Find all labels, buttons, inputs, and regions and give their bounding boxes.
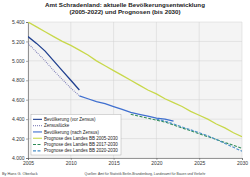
lines xyxy=(28,22,242,151)
legend-label: Prognose des Landes BB 2005-2030 xyxy=(44,136,118,141)
legend-label: Prognose des Landes BB 2017-2030 xyxy=(44,142,118,147)
tick-mark xyxy=(26,139,28,140)
tick-label: 5.200 xyxy=(12,39,25,45)
grid-line-y xyxy=(28,22,242,23)
tick-label: 2015 xyxy=(109,160,120,166)
x-axis: 2005 2010 2015 2020 2025 2030 xyxy=(23,158,248,166)
chart-title: Amt Schradenland: aktuelle Bevölkerungse… xyxy=(45,1,205,15)
series-line xyxy=(28,37,79,90)
tick: 4.200 xyxy=(12,136,28,142)
tick-label: 4.600 xyxy=(12,97,25,103)
series-line xyxy=(28,43,79,95)
tick-label: 2010 xyxy=(66,160,77,166)
tick-mark xyxy=(26,100,28,101)
tick: 5.000 xyxy=(12,58,28,64)
tick: 4.600 xyxy=(12,97,28,103)
tick-label: 4.200 xyxy=(12,136,25,142)
legend-label: Bevölkerung (nach Zensus) xyxy=(44,130,100,135)
tick: 2005 xyxy=(23,158,34,166)
tick: 5.200 xyxy=(12,39,28,45)
plot-background xyxy=(28,22,242,158)
grid-line-x xyxy=(156,22,157,158)
source-note: Quellen: Amt für Statistik Berlin-Brande… xyxy=(85,172,207,176)
grid-line-y xyxy=(28,80,242,81)
chart: Amt Schradenland: aktuelle Bevölkerungse… xyxy=(0,0,250,177)
tick-label: 4.800 xyxy=(12,77,25,83)
grid-line-y xyxy=(28,60,242,61)
tick-mark xyxy=(26,41,28,42)
author-note: By Hans G. Oberlack xyxy=(2,172,38,176)
legend-label: Zensuslücke xyxy=(44,123,70,128)
plot: 4.0004.2004.4004.6004.8005.0005.2005.400… xyxy=(12,19,248,166)
title-line: Amt Schradenland: aktuelle Bevölkerungse… xyxy=(45,1,205,8)
legend-label: Bevölkerung (vor Zensus) xyxy=(44,117,96,122)
tick: 4.800 xyxy=(12,77,28,83)
tick: 2020 xyxy=(151,158,162,166)
axis-line xyxy=(29,159,243,161)
grid-line-y xyxy=(28,41,242,42)
grid-line-x xyxy=(199,22,200,158)
y-axis: 4.0004.2004.4004.6004.8005.0005.2005.400 xyxy=(12,19,29,161)
title-line: (2005-2022) und Prognosen (bis 2030) xyxy=(69,8,180,15)
legend-swatch xyxy=(33,150,42,151)
tick-label: 2025 xyxy=(194,160,205,166)
tick: 2030 xyxy=(237,158,248,166)
tick-label: 4.400 xyxy=(12,116,25,122)
tick-mark xyxy=(26,119,28,120)
series-line xyxy=(28,22,242,137)
axis-line xyxy=(26,23,29,159)
tick-label: 2020 xyxy=(151,160,162,166)
legend-swatch xyxy=(33,119,42,120)
tick-label: 5.000 xyxy=(12,58,25,64)
tick-label: 5.400 xyxy=(12,19,25,25)
tick-label: 2030 xyxy=(237,160,248,166)
tick-label: 2005 xyxy=(23,160,34,166)
legend-label: Prognose des Landes BB 2020-2030 xyxy=(44,148,118,153)
tick: 4.400 xyxy=(12,116,28,122)
legend-swatch xyxy=(33,125,42,126)
tick-mark xyxy=(26,80,28,81)
tick: 5.400 xyxy=(12,19,28,25)
grid-line-x xyxy=(242,22,243,158)
tick: 2010 xyxy=(66,158,77,166)
legend-swatch xyxy=(33,131,42,132)
legend-box xyxy=(31,114,121,155)
legend: Bevölkerung (vor Zensus)Zensuslücke Bevöl… xyxy=(31,114,121,155)
tick: 2025 xyxy=(194,158,205,166)
tick-mark xyxy=(26,158,28,159)
tick-mark xyxy=(26,22,28,23)
tick: 2015 xyxy=(109,158,120,166)
tick-mark xyxy=(26,61,28,62)
legend-swatch xyxy=(33,138,42,139)
grid-line-y xyxy=(28,99,242,100)
legend-swatch xyxy=(33,144,42,145)
series-line xyxy=(156,119,242,151)
grid xyxy=(28,22,242,158)
